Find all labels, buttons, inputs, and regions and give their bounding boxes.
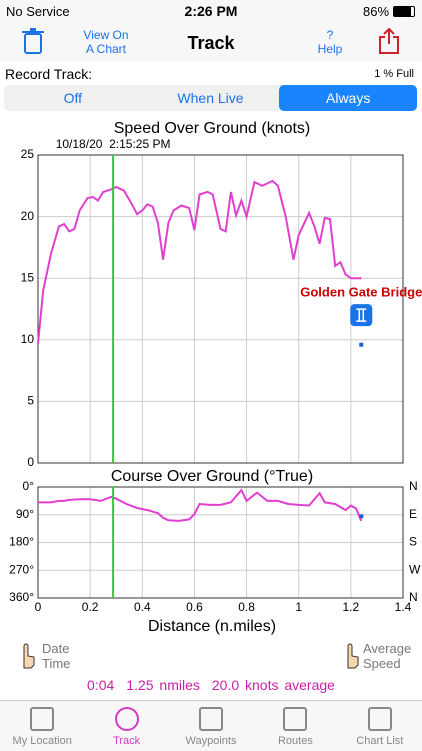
tab-icon	[30, 707, 55, 731]
summary: 0:04 1.25 nmiles 20.0 knots average	[0, 677, 422, 693]
cursor-label: 10/18/20 2:15:25 PM	[56, 137, 171, 151]
y-tick-label: 0°	[23, 479, 35, 493]
segment[interactable]: Always	[279, 85, 418, 111]
y2-tick-label: W	[409, 562, 421, 576]
y-tick-label: 270°	[9, 562, 34, 576]
chart-title: Course Over Ground (°True)	[111, 468, 313, 485]
battery-pct: 86%	[363, 4, 390, 19]
summary-item: 0:04	[87, 677, 115, 693]
top-bar	[0, 0, 422, 62]
segment[interactable]: Off	[63, 90, 83, 106]
end-marker	[359, 514, 364, 519]
hand-icon	[347, 643, 359, 669]
nav-title: Track	[187, 33, 235, 53]
charts: Speed Over Ground (knots)051015202510/18…	[9, 120, 422, 635]
y2-tick-label: E	[409, 507, 417, 521]
x-tick-label: 0	[35, 600, 42, 614]
tab-icon	[367, 707, 392, 731]
x-tick-label: 1.2	[343, 600, 360, 614]
summary-item: 20.0 knots average	[211, 677, 335, 693]
average-speed-toggle[interactable]: Average Speed	[363, 641, 411, 671]
end-marker	[359, 342, 364, 347]
label: Speed	[363, 656, 401, 671]
y2-tick-label: N	[409, 479, 418, 493]
bridge-icon	[350, 304, 373, 327]
date-time-toggle[interactable]: Date Time	[42, 641, 70, 671]
y-tick-label: 180°	[9, 535, 34, 549]
label: ?	[326, 28, 334, 42]
label: Time	[42, 656, 71, 671]
chart-title: Speed Over Ground (knots)	[114, 120, 311, 137]
segmented-control: Off When Live Always	[4, 85, 418, 111]
y-tick-label: 360°	[9, 590, 34, 604]
hand-icon	[23, 643, 35, 669]
y2-tick-label: N	[409, 590, 418, 604]
plot-frame	[37, 154, 404, 464]
series-line	[38, 488, 363, 522]
x-axis-label: Distance (n.miles)	[148, 618, 276, 635]
x-tick-label: 1.4	[395, 600, 412, 614]
x-tick-label: 0.4	[134, 600, 151, 614]
y-tick-label: 5	[27, 394, 34, 408]
carrier: No Service	[6, 4, 70, 19]
x-tick-label: 1	[295, 600, 302, 614]
record-status: 1 % Full	[374, 68, 414, 80]
y-tick-label: 10	[21, 332, 35, 346]
y-tick-label: 25	[21, 147, 35, 161]
summary-item: 1.25 nmiles	[126, 677, 200, 693]
x-tick-label: 0.6	[186, 600, 203, 614]
x-tick-label: 0.8	[238, 600, 255, 614]
record-label: Record Track:	[5, 66, 93, 82]
tab-label: My Location	[12, 735, 72, 747]
y-tick-label: 90°	[16, 507, 34, 521]
tab-bar: My Location Track Waypoints Routes Chart Lis…	[0, 700, 422, 751]
help-button[interactable]: ? Help	[310, 28, 350, 56]
battery-icon	[393, 6, 415, 17]
label: A Chart	[85, 42, 127, 56]
clock: 2:26 PM	[184, 3, 238, 19]
series-line	[37, 179, 362, 344]
annotation: Golden Gate Bridge	[300, 285, 422, 300]
tab-label: Chart List	[356, 735, 404, 747]
tab[interactable]: Chart List	[338, 701, 422, 751]
x-tick-label: 0.2	[82, 600, 99, 614]
segment[interactable]: When Live	[177, 90, 244, 106]
label: Average	[363, 641, 412, 656]
share-button[interactable]	[378, 28, 400, 54]
tab[interactable]: Routes	[253, 701, 337, 751]
tab-label: Waypoints	[185, 735, 237, 747]
trash-button[interactable]	[22, 28, 44, 54]
tab[interactable]: Track	[84, 701, 168, 751]
bridge-glyph	[356, 308, 367, 322]
tab-label: Routes	[277, 735, 313, 747]
tab-icon	[283, 707, 308, 731]
y2-tick-label: S	[409, 535, 417, 549]
tab[interactable]: My Location	[0, 701, 84, 751]
tab-icon	[199, 707, 224, 731]
y-tick-label: 20	[21, 209, 35, 223]
tab-icon	[114, 707, 139, 731]
y-tick-label: 15	[21, 270, 35, 284]
plot-frame	[37, 486, 404, 599]
tab[interactable]: Waypoints	[169, 701, 253, 751]
tab-label: Track	[113, 735, 141, 747]
label: Help	[317, 42, 343, 56]
label: Date	[42, 641, 70, 656]
view-chart-button[interactable]: View On A Chart	[70, 28, 142, 56]
y-tick-label: 0	[27, 455, 34, 469]
label: View On	[83, 28, 129, 42]
